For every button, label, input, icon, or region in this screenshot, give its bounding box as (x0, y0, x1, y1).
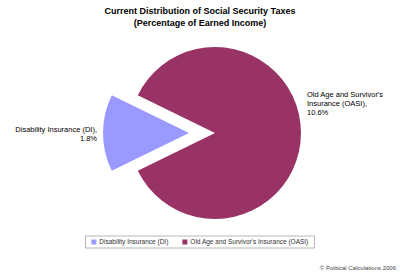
copyright: © Political Calculations 2006 (320, 265, 397, 271)
data-label: Disability Insurance (DI),1.8% (15, 125, 97, 143)
chart: Current Distribution of Social Security … (0, 0, 400, 274)
data-label-line: Disability Insurance (DI), (15, 125, 97, 134)
data-label: Old Age and Survivor'sInsurance (OASI),1… (307, 90, 383, 117)
legend-label: Old Age and Survivor's Insurance (OASI) (190, 238, 308, 246)
data-label-line: 1.8% (80, 134, 97, 143)
data-label-line: Old Age and Survivor's (307, 90, 383, 99)
title: Current Distribution of Social Security … (105, 6, 296, 16)
legend-label: Disability Insurance (DI) (99, 238, 168, 246)
legend-swatch (91, 240, 96, 245)
data-label-line: 10.6% (307, 108, 329, 117)
legend-frame (85, 236, 314, 248)
subtitle: (Percentage of Earned Income) (134, 18, 267, 28)
pie (103, 47, 301, 219)
data-label-line: Insurance (OASI), (307, 99, 367, 108)
pie-slice (138, 47, 301, 219)
legend: Disability Insurance (DI) Old Age and Sur… (85, 236, 314, 248)
legend-swatch (182, 240, 187, 245)
